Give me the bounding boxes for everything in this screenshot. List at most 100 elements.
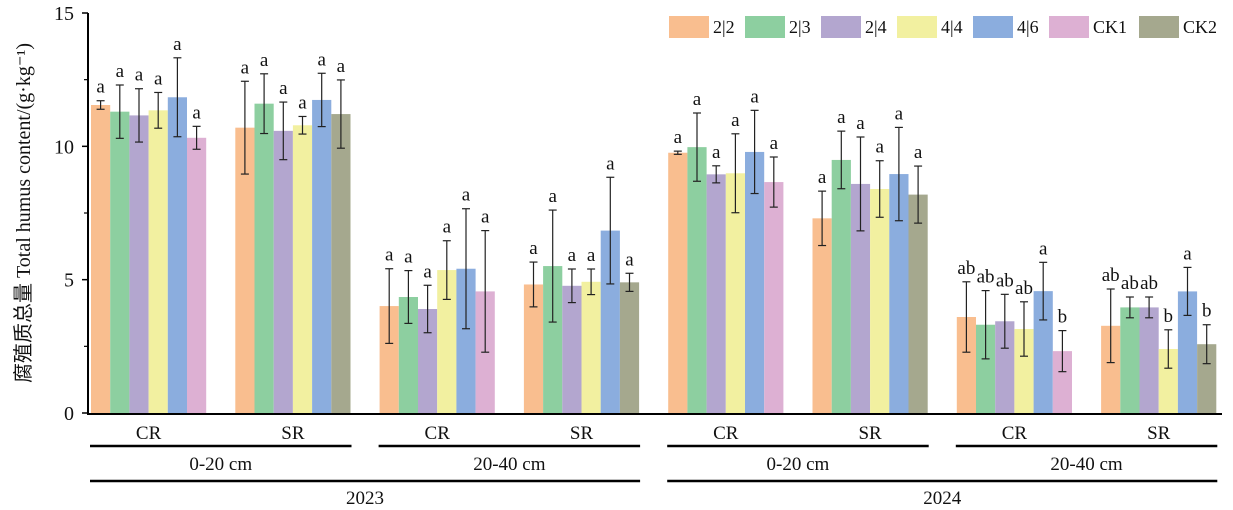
bar	[581, 281, 601, 413]
bar	[398, 297, 418, 413]
significance-letter: a	[241, 57, 250, 78]
bar	[831, 159, 851, 413]
bar	[1197, 344, 1217, 413]
significance-letter: a	[693, 89, 702, 110]
legend-item: 4|6	[973, 16, 1039, 38]
bar	[995, 321, 1015, 413]
bar	[619, 282, 640, 413]
bar	[273, 130, 293, 413]
significance-letter: a	[818, 167, 827, 188]
bar	[543, 266, 563, 413]
bar	[379, 306, 399, 413]
legend-item: 4|4	[897, 16, 963, 38]
significance-letter: a	[337, 56, 346, 77]
significance-letter: a	[135, 65, 144, 86]
year-label: 2023	[346, 488, 384, 509]
legend-swatch	[669, 16, 709, 38]
significance-letter: a	[154, 68, 163, 89]
significance-letter: ab	[1140, 273, 1158, 294]
significance-letter: a	[674, 127, 683, 148]
significance-letter: a	[1039, 238, 1048, 259]
significance-letter: a	[260, 50, 269, 71]
significance-letter: a	[837, 107, 846, 128]
significance-letter: a	[317, 49, 326, 70]
legend-swatch	[821, 16, 861, 38]
significance-letter: a	[587, 245, 596, 266]
legend-swatch	[745, 16, 785, 38]
bar	[1158, 349, 1178, 413]
significance-letter: a	[568, 245, 577, 266]
legend-swatch	[1049, 16, 1089, 38]
legend-label: 2|2	[713, 17, 735, 37]
bar	[870, 189, 890, 413]
bar	[1033, 291, 1053, 413]
legend-item: 2|3	[745, 16, 811, 38]
legend-swatch	[1139, 16, 1179, 38]
bar	[1101, 325, 1121, 413]
bar	[889, 174, 909, 413]
legend-label: 2|4	[865, 17, 887, 37]
bar	[745, 151, 765, 413]
depth-label: 0-20 cm	[767, 454, 830, 475]
x-type-label: SR	[1147, 423, 1171, 444]
legend: 2|2 2|3 2|4 4|4 4|6 CK1 CK2	[669, 16, 1217, 38]
bar	[687, 147, 707, 413]
x-type-label: SR	[858, 423, 882, 444]
bar	[418, 309, 438, 413]
legend-label: 4|4	[941, 17, 963, 37]
significance-letter: a	[856, 113, 865, 134]
significance-letter: ab	[1102, 265, 1120, 286]
x-type-label: CR	[136, 423, 162, 444]
legend-item: 2|2	[669, 16, 735, 38]
bar	[1120, 307, 1140, 413]
significance-letter: a	[750, 86, 759, 107]
significance-letter: a	[385, 245, 394, 266]
bar	[110, 111, 130, 414]
bar	[331, 114, 351, 414]
significance-letter: a	[1183, 243, 1192, 264]
year-label: 2024	[923, 488, 962, 509]
x-type-label: CR	[713, 423, 739, 444]
significance-letter: a	[116, 61, 125, 82]
x-type-label: CR	[425, 423, 451, 444]
bar	[706, 174, 726, 413]
significance-letter: a	[298, 92, 307, 113]
bar	[456, 268, 476, 413]
significance-letter: a	[731, 110, 740, 131]
significance-letter: ab	[1121, 273, 1139, 294]
significance-letter: a	[279, 78, 288, 99]
significance-letter: a	[606, 153, 615, 174]
y-tick-label: 10	[54, 136, 74, 158]
legend-label: 2|3	[789, 17, 811, 37]
legend-label: CK1	[1093, 17, 1127, 37]
x-type-label: CR	[1002, 423, 1028, 444]
significance-letter: a	[462, 185, 471, 206]
bar	[167, 97, 187, 414]
significance-letter: b	[1164, 306, 1174, 327]
bar	[148, 110, 168, 413]
significance-letter: a	[895, 103, 904, 124]
bar	[1052, 351, 1072, 413]
significance-letter: ab	[1015, 278, 1033, 299]
significance-letter: a	[770, 133, 779, 154]
bar	[908, 194, 928, 413]
significance-letter: ab	[977, 267, 995, 288]
bar	[812, 218, 832, 413]
significance-letter: a	[529, 238, 538, 259]
bar	[956, 317, 976, 413]
legend-label: CK2	[1183, 17, 1217, 37]
bar	[562, 285, 582, 413]
bar	[91, 105, 111, 413]
y-axis: 0 5 10 15	[54, 3, 89, 425]
x-type-label: SR	[570, 423, 594, 444]
significance-letter: a	[914, 142, 923, 163]
x-axis: CR SR CR SR CR SR CR SR 0-20 cm 20-40 cm 0-20 cm 20…	[87, 413, 1222, 509]
